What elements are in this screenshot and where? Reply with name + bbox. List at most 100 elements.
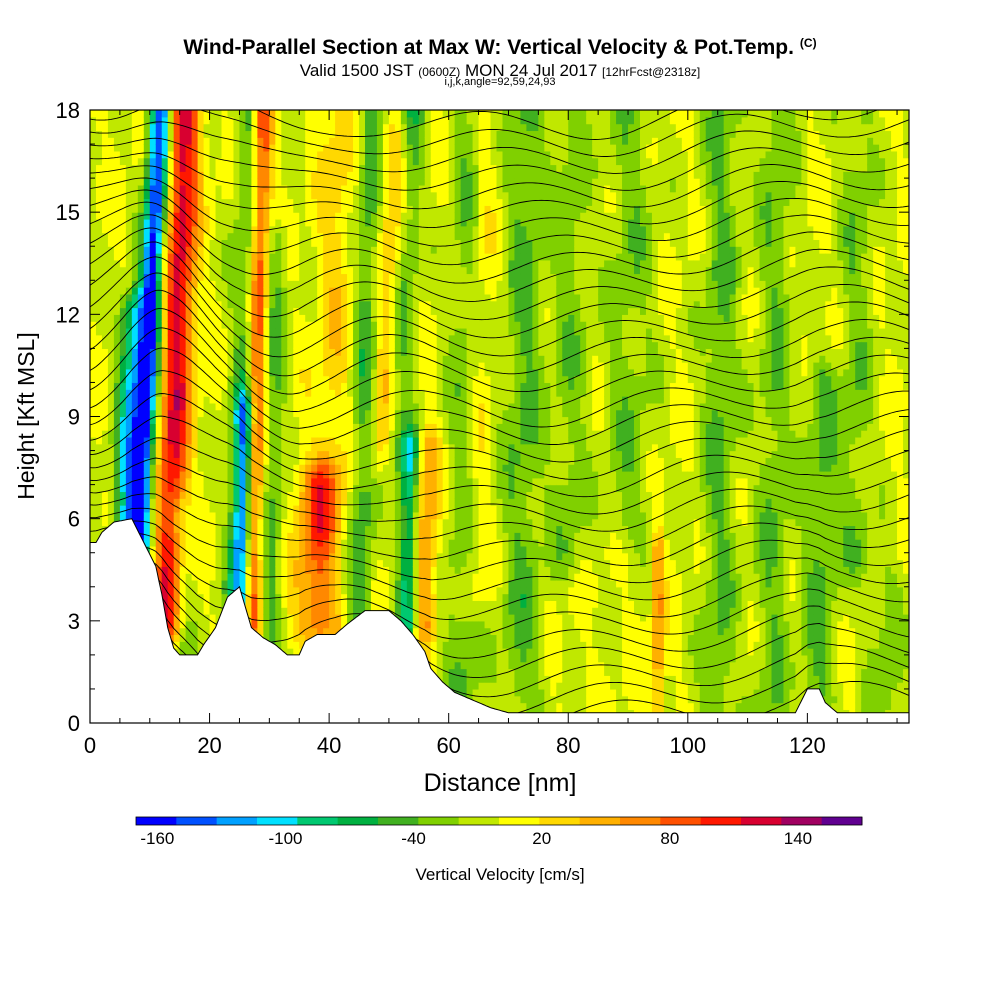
velocity-cell — [353, 144, 360, 152]
velocity-cell — [191, 293, 199, 302]
velocity-cell — [257, 246, 264, 254]
velocity-cell — [406, 368, 414, 377]
velocity-cell — [131, 164, 139, 172]
velocity-cell — [382, 491, 390, 499]
velocity-cell — [275, 430, 282, 438]
velocity-cell — [185, 586, 193, 595]
velocity-cell — [341, 491, 348, 499]
velocity-cell — [412, 450, 420, 458]
velocity-cell — [251, 450, 258, 458]
velocity-cell — [287, 620, 294, 629]
velocity-cell — [185, 110, 193, 118]
velocity-cell — [406, 225, 414, 234]
velocity-cell — [179, 430, 187, 438]
velocity-cell — [323, 511, 330, 520]
velocity-cell — [388, 321, 396, 329]
velocity-cell — [101, 355, 109, 363]
velocity-cell — [263, 239, 270, 247]
velocity-cell — [239, 266, 247, 275]
velocity-cell — [215, 498, 223, 506]
velocity-cell — [209, 511, 217, 520]
velocity-cell — [90, 123, 97, 132]
velocity-cell — [233, 144, 241, 152]
velocity-cell — [412, 198, 420, 206]
velocity-cell — [257, 505, 264, 513]
velocity-cell — [149, 511, 157, 520]
velocity-cell — [239, 362, 247, 370]
velocity-cell — [113, 164, 121, 172]
velocity-cell — [341, 423, 348, 431]
velocity-cell — [317, 273, 324, 281]
velocity-cell — [101, 266, 109, 275]
velocity-cell — [95, 225, 103, 234]
velocity-cell — [323, 559, 330, 567]
velocity-cell — [412, 518, 420, 527]
velocity-cell — [382, 314, 390, 322]
velocity-cell — [101, 253, 109, 261]
velocity-cell — [406, 157, 414, 166]
velocity-cell — [311, 559, 318, 567]
velocity-cell — [299, 409, 306, 418]
velocity-cell — [281, 212, 288, 220]
velocity-cell — [347, 443, 354, 452]
velocity-cell — [101, 416, 109, 424]
velocity-cell — [305, 246, 312, 254]
velocity-cell — [101, 362, 109, 370]
velocity-cell — [167, 532, 175, 540]
velocity-cell — [173, 218, 181, 227]
velocity-cell — [125, 130, 133, 138]
velocity-cell — [299, 477, 306, 486]
velocity-cell — [227, 518, 235, 527]
velocity-cell — [341, 430, 348, 438]
velocity-cell — [131, 498, 139, 506]
velocity-cell — [209, 198, 217, 206]
velocity-cell — [394, 600, 402, 608]
velocity-cell — [221, 430, 229, 438]
velocity-cell — [370, 382, 378, 390]
velocity-cell — [167, 402, 175, 411]
velocity-cell — [335, 539, 342, 547]
velocity-cell — [281, 586, 288, 595]
velocity-cell — [101, 436, 109, 445]
velocity-cell — [317, 239, 324, 247]
velocity-cell — [335, 518, 342, 527]
velocity-cell — [394, 539, 402, 547]
velocity-cell — [347, 157, 354, 166]
velocity-cell — [143, 246, 151, 254]
velocity-cell — [203, 457, 211, 465]
velocity-cell — [359, 157, 366, 166]
velocity-cell — [90, 280, 97, 288]
velocity-cell — [173, 430, 181, 438]
velocity-cell — [412, 171, 420, 179]
velocity-cell — [364, 375, 372, 384]
velocity-cell — [370, 539, 378, 547]
velocity-cell — [263, 205, 270, 213]
velocity-cell — [311, 552, 318, 561]
velocity-cell — [173, 334, 181, 343]
velocity-cell — [406, 178, 414, 186]
velocity-cell — [227, 368, 235, 377]
velocity-cell — [90, 184, 97, 193]
velocity-cell — [394, 607, 402, 615]
velocity-cell — [125, 334, 133, 343]
velocity-cell — [323, 348, 330, 356]
velocity-cell — [323, 362, 330, 370]
velocity-cell — [143, 375, 151, 384]
velocity-cell — [101, 150, 109, 159]
velocity-cell — [107, 375, 115, 384]
velocity-cell — [90, 396, 97, 404]
velocity-cell — [406, 150, 414, 159]
velocity-cell — [257, 150, 264, 159]
velocity-cell — [155, 402, 163, 411]
velocity-cell — [412, 232, 420, 241]
velocity-cell — [167, 130, 175, 138]
velocity-cell — [203, 123, 211, 132]
velocity-cell — [412, 464, 420, 472]
velocity-cell — [281, 532, 288, 540]
velocity-cell — [269, 191, 276, 200]
velocity-cell — [299, 532, 306, 540]
velocity-cell — [388, 137, 396, 145]
velocity-cell — [227, 505, 235, 513]
velocity-cell — [209, 130, 217, 138]
velocity-cell — [359, 518, 366, 527]
